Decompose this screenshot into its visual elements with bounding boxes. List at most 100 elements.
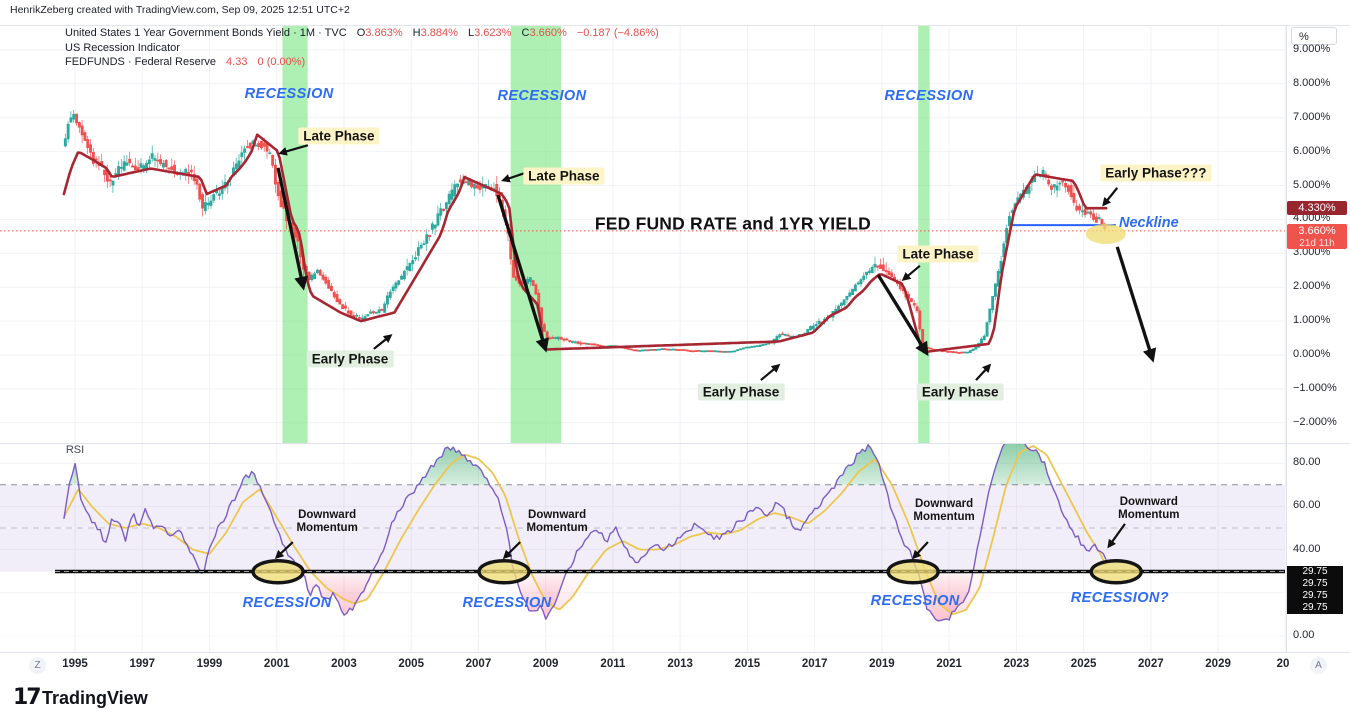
- arrow-small: [975, 363, 992, 381]
- arrow-small: [1102, 187, 1119, 207]
- time-tick: 2009: [532, 658, 559, 670]
- rsi-line: [63, 444, 1107, 622]
- legend-low-value: 3.623%: [474, 27, 512, 39]
- legend-row-yield[interactable]: United States 1 Year Government Bonds Yi…: [65, 26, 659, 41]
- rsi-level-badge: 29.75: [1287, 578, 1343, 590]
- arrow-small: [1107, 523, 1126, 549]
- arrow-small: [501, 171, 526, 183]
- highlight-ellipse: [1089, 559, 1143, 585]
- time-tick: 2015: [734, 658, 761, 670]
- highlight-ellipse: [886, 559, 940, 585]
- price-axis-label: −1.000%: [1293, 381, 1337, 394]
- arrow-small: [502, 541, 521, 560]
- price-axis-label: 4.000%: [1293, 212, 1331, 225]
- time-tick: 20: [1276, 658, 1290, 670]
- tradingview-logo-icon[interactable]: 17: [13, 685, 42, 710]
- price-pane: [0, 110, 1285, 354]
- rsi-axis-label: 80.00: [1293, 456, 1321, 469]
- time-tick: 2011: [600, 658, 626, 670]
- time-tick: 2023: [1003, 658, 1030, 670]
- price-axis-label: 3.000%: [1293, 246, 1331, 259]
- legend-fedfunds-title: FEDFUNDS · Federal Reserve: [65, 56, 216, 68]
- price-axis-label: 6.000%: [1293, 144, 1331, 157]
- price-axis-label: 2.000%: [1293, 280, 1331, 293]
- legend-fedfunds-change: 0 (0.00%): [257, 56, 306, 68]
- price-scale[interactable]: % 9.000% 8.000% 7.000% 6.000% 5.000% 4.000% 3.…: [1286, 25, 1350, 652]
- legend-row-recession-indicator[interactable]: US Recession Indicator: [65, 41, 659, 56]
- rsi-overbought-fill: [63, 444, 1107, 485]
- rsi-pane: [0, 444, 1285, 622]
- chart-legend: United States 1 Year Government Bonds Yi…: [65, 26, 659, 70]
- rsi-level-badge: 29.75: [1287, 602, 1343, 614]
- arrow-big: [876, 274, 929, 357]
- legend-high-value: 3.884%: [420, 27, 458, 39]
- arrow-small: [901, 264, 921, 282]
- fedfunds-line: [62, 133, 1108, 354]
- rsi-axis-label: 0.00: [1293, 629, 1315, 641]
- legend-symbol-title: United States 1 Year Government Bonds Yi…: [65, 27, 347, 39]
- legend-high-label: H: [412, 27, 421, 39]
- rsi-ma-oversold-fill: [63, 571, 1107, 614]
- time-tick: 2007: [465, 658, 492, 670]
- chart-canvas[interactable]: [0, 0, 1350, 680]
- price-axis-label: 1.000%: [1293, 314, 1331, 327]
- price-axis-label: 7.000%: [1293, 110, 1331, 123]
- time-tick: 2019: [869, 658, 895, 670]
- time-tick: 2029: [1205, 658, 1231, 670]
- price-scale-unit-button[interactable]: %: [1291, 27, 1337, 45]
- footer-bar: 17 TradingView: [0, 678, 1350, 722]
- price-badge: 3.660% 21d 11h: [1287, 223, 1347, 249]
- watermark-attribution: HenrikZeberg created with TradingView.co…: [10, 4, 350, 16]
- time-tick: 1999: [196, 658, 223, 670]
- yield-candles-down: [75, 113, 1107, 354]
- highlight-ellipses: [251, 223, 1143, 585]
- price-axis-label: 8.000%: [1293, 76, 1331, 89]
- arrow-big: [276, 167, 308, 291]
- time-tick: 2005: [398, 658, 424, 670]
- time-tick: 2001: [263, 658, 290, 670]
- arrow-big: [496, 194, 549, 353]
- legend-indicator-title: US Recession Indicator: [65, 41, 180, 54]
- rsi-level-badge: 29.75: [1287, 566, 1343, 578]
- arrow-small: [912, 541, 929, 560]
- rsi-level-badge: 29.75: [1287, 590, 1343, 602]
- time-tick: 1995: [62, 658, 88, 670]
- price-axis-label: 9.000%: [1293, 42, 1331, 55]
- highlight-ellipse: [477, 559, 531, 585]
- time-tick: 2027: [1138, 658, 1164, 670]
- legend-row-fedfunds[interactable]: FEDFUNDS · Federal Reserve 4.33 0 (0.00%…: [65, 55, 659, 70]
- rsi-axis-label: 60.00: [1293, 499, 1321, 512]
- tradingview-brand-text[interactable]: TradingView: [42, 688, 148, 708]
- highlight-ellipse: [251, 559, 305, 585]
- rsi-ma-line: [63, 444, 1107, 615]
- time-tick: 2013: [667, 658, 693, 670]
- arrow-small: [373, 334, 393, 350]
- time-tick: 2025: [1070, 658, 1097, 670]
- legend-close-label: C: [521, 27, 530, 39]
- legend-change-value: −0.187 (−4.86%): [576, 27, 659, 39]
- auto-scale-button[interactable]: A: [1310, 657, 1327, 674]
- rsi-axis-label: 40.00: [1293, 542, 1321, 555]
- legend-open-label: O: [356, 27, 366, 39]
- yield-candles-up: [63, 110, 1101, 354]
- price-axis-label: 5.000%: [1293, 178, 1331, 191]
- arrow-small: [760, 363, 781, 381]
- time-tick: 2021: [936, 658, 962, 670]
- arrow-small: [274, 541, 294, 560]
- price-axis-label: −2.000%: [1293, 415, 1337, 428]
- recession-bands: [282, 26, 930, 443]
- timezone-button[interactable]: Z: [29, 657, 46, 674]
- time-tick: 1997: [129, 658, 156, 670]
- price-badge: 4.330%: [1287, 200, 1347, 215]
- time-tick: 2017: [801, 658, 828, 670]
- annotation-arrows: [274, 144, 1157, 560]
- legend-open-value: 3.863%: [365, 27, 403, 39]
- arrow-big: [1115, 246, 1157, 363]
- legend-fedfunds-value: 4.33: [226, 56, 248, 68]
- price-axis-label: 0.000%: [1293, 348, 1331, 360]
- time-tick: 2003: [331, 658, 357, 670]
- gridlines: [0, 26, 1286, 652]
- time-scale[interactable]: Z A 1995 1997 1999 2001 2003 2005 2007 2009 2011…: [0, 652, 1350, 679]
- arrow-small: [278, 144, 309, 156]
